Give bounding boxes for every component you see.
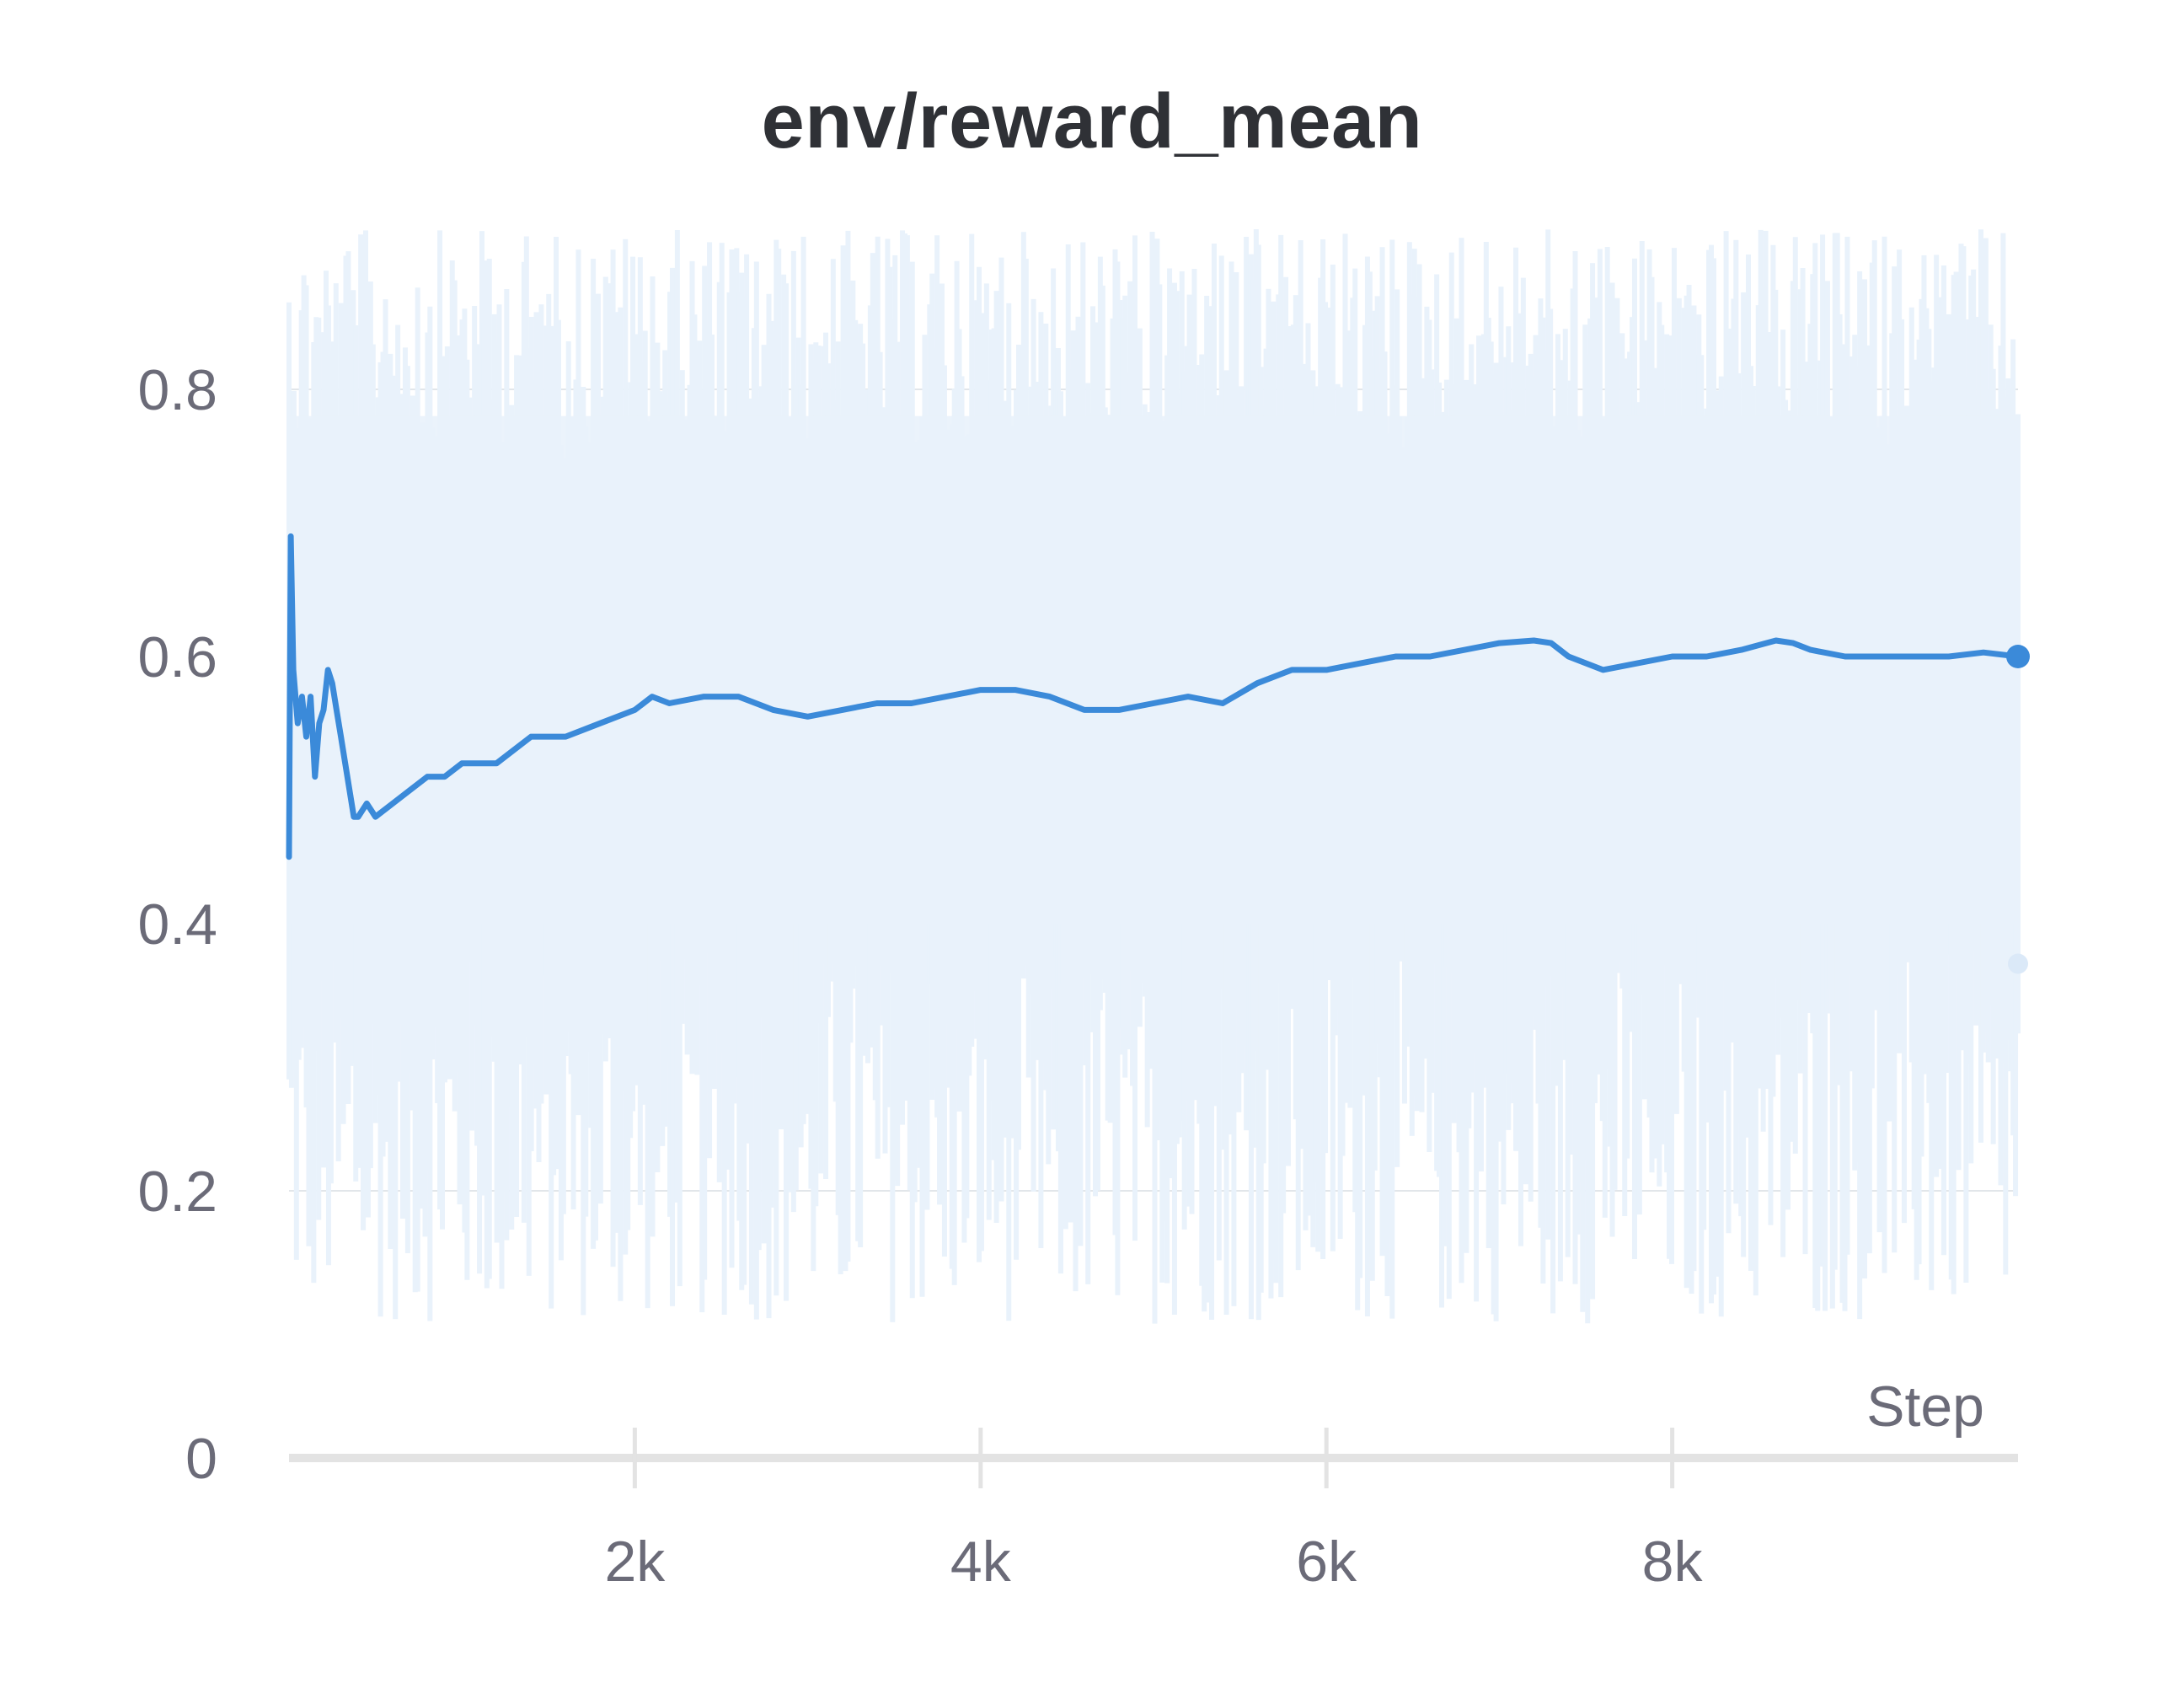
x-tick-label: 8k	[1642, 1530, 1704, 1594]
y-tick-label: 0.2	[137, 1160, 217, 1224]
y-tick-label: 0.4	[137, 892, 217, 957]
chart-title: env/reward_mean	[761, 78, 1423, 164]
raw-band-fill	[289, 415, 2018, 924]
x-tick-label: 4k	[950, 1530, 1012, 1594]
raw-end-point	[2008, 953, 2028, 974]
y-tick-label: 0.6	[137, 625, 217, 689]
x-tick-label: 6k	[1296, 1530, 1357, 1594]
x-axis-label: Step	[1866, 1375, 1984, 1439]
smoothed-series-line	[286, 533, 2021, 860]
y-tick-label: 0	[185, 1427, 217, 1491]
smoothed-end-point	[2006, 645, 2030, 668]
x-tick-label: 2k	[604, 1530, 666, 1594]
y-tick-label: 0.8	[137, 358, 217, 422]
